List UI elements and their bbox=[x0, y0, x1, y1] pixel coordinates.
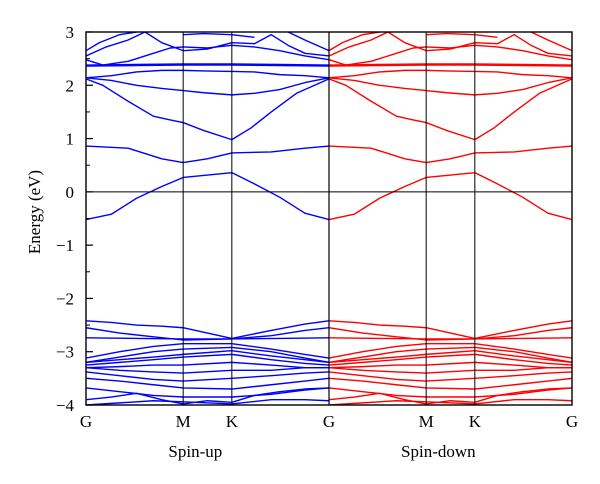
band-line-spin-up-18 bbox=[86, 353, 330, 366]
x-tick-label-m: M bbox=[176, 412, 191, 431]
band-line-spin-up-25 bbox=[86, 398, 330, 405]
band-line-spin-down-23 bbox=[328, 387, 572, 398]
band-line-spin-down-1 bbox=[328, 145, 572, 164]
band-line-spin-up-16 bbox=[86, 346, 330, 364]
band-line-spin-down-4 bbox=[328, 69, 572, 79]
band-line-spin-up-17 bbox=[86, 349, 330, 364]
band-line-spin-up-23 bbox=[86, 387, 330, 398]
x-tick-label-g: G bbox=[323, 412, 335, 431]
band-line-spin-down-19 bbox=[328, 361, 572, 369]
band-line-spin-up-6 bbox=[86, 63, 330, 66]
band-line-spin-up-19 bbox=[86, 361, 329, 369]
band-line-spin-down-22 bbox=[328, 377, 572, 390]
band-line-spin-down-7 bbox=[328, 44, 572, 66]
y-tick-label: 3 bbox=[66, 23, 75, 42]
band-line-spin-down-6 bbox=[328, 63, 572, 66]
y-axis-title: Energy (eV) bbox=[25, 170, 44, 254]
band-line-spin-up-21 bbox=[86, 371, 330, 382]
panel-label-spin-down: Spin-down bbox=[401, 442, 476, 461]
band-line-spin-up-5 bbox=[86, 64, 330, 67]
panel-label-spin-up: Spin-up bbox=[168, 442, 222, 461]
band-line-spin-down-11 bbox=[426, 32, 498, 39]
band-line-spin-down-10 bbox=[530, 32, 572, 52]
band-line-spin-down-21 bbox=[328, 371, 572, 382]
band-line-spin-down-25 bbox=[328, 398, 572, 405]
band-line-spin-up-22 bbox=[86, 377, 330, 390]
label-layer: Energy (eV) G M K G Spin-up M K G Spin-down 3 2 1 0 −… bbox=[25, 23, 578, 461]
band-line-spin-up-7 bbox=[86, 44, 330, 66]
band-line-spin-up-12 bbox=[86, 320, 330, 340]
band-line-spin-down-24 bbox=[328, 387, 572, 405]
y-tick-label: 1 bbox=[66, 130, 75, 149]
band-line-spin-down-0 bbox=[328, 171, 572, 221]
band-line-spin-up-4 bbox=[86, 69, 330, 79]
band-line-spin-up-20 bbox=[86, 367, 329, 374]
y-tick-label: −3 bbox=[56, 343, 74, 362]
x-tick-label-k: K bbox=[469, 412, 482, 431]
band-line-spin-down-12 bbox=[328, 320, 572, 340]
band-line-spin-up-24 bbox=[86, 387, 330, 405]
x-tick-label-k: K bbox=[226, 412, 239, 431]
band-line-spin-down-16 bbox=[328, 346, 572, 364]
band-line-spin-up-11 bbox=[183, 32, 255, 39]
band-line-spin-down-20 bbox=[328, 367, 572, 374]
band-line-spin-up-15 bbox=[86, 343, 330, 359]
band-line-spin-up-1 bbox=[86, 145, 330, 164]
band-line-spin-up-3 bbox=[86, 77, 330, 96]
band-line-spin-down-5 bbox=[328, 64, 572, 67]
band-line-spin-down-8 bbox=[328, 32, 572, 57]
band-line-spin-down-15 bbox=[328, 343, 572, 359]
band-line-spin-down-2 bbox=[328, 78, 572, 141]
frame-layer bbox=[85, 31, 573, 406]
band-line-spin-down-14 bbox=[328, 337, 572, 340]
y-tick-label: −1 bbox=[56, 236, 74, 255]
band-line-spin-up-2 bbox=[86, 78, 330, 141]
y-tick-label: 0 bbox=[66, 183, 75, 202]
band-line-spin-up-8 bbox=[86, 32, 330, 57]
band-line-spin-down-3 bbox=[328, 77, 572, 96]
y-tick-label: −2 bbox=[56, 289, 74, 308]
y-tick-label: 2 bbox=[66, 76, 75, 95]
x-tick-label-g: G bbox=[80, 412, 92, 431]
y-tick-label: −4 bbox=[56, 396, 75, 415]
band-line-spin-up-10 bbox=[287, 32, 330, 52]
band-line-spin-down-18 bbox=[328, 353, 572, 366]
band-line-spin-down-9 bbox=[328, 32, 380, 52]
x-tick-label-m: M bbox=[419, 412, 434, 431]
band-line-spin-up-9 bbox=[86, 32, 137, 52]
x-tick-label-g: G bbox=[566, 412, 578, 431]
band-line-spin-up-0 bbox=[86, 171, 330, 221]
band-line-spin-up-14 bbox=[86, 337, 330, 340]
band-line-spin-down-17 bbox=[328, 349, 572, 364]
